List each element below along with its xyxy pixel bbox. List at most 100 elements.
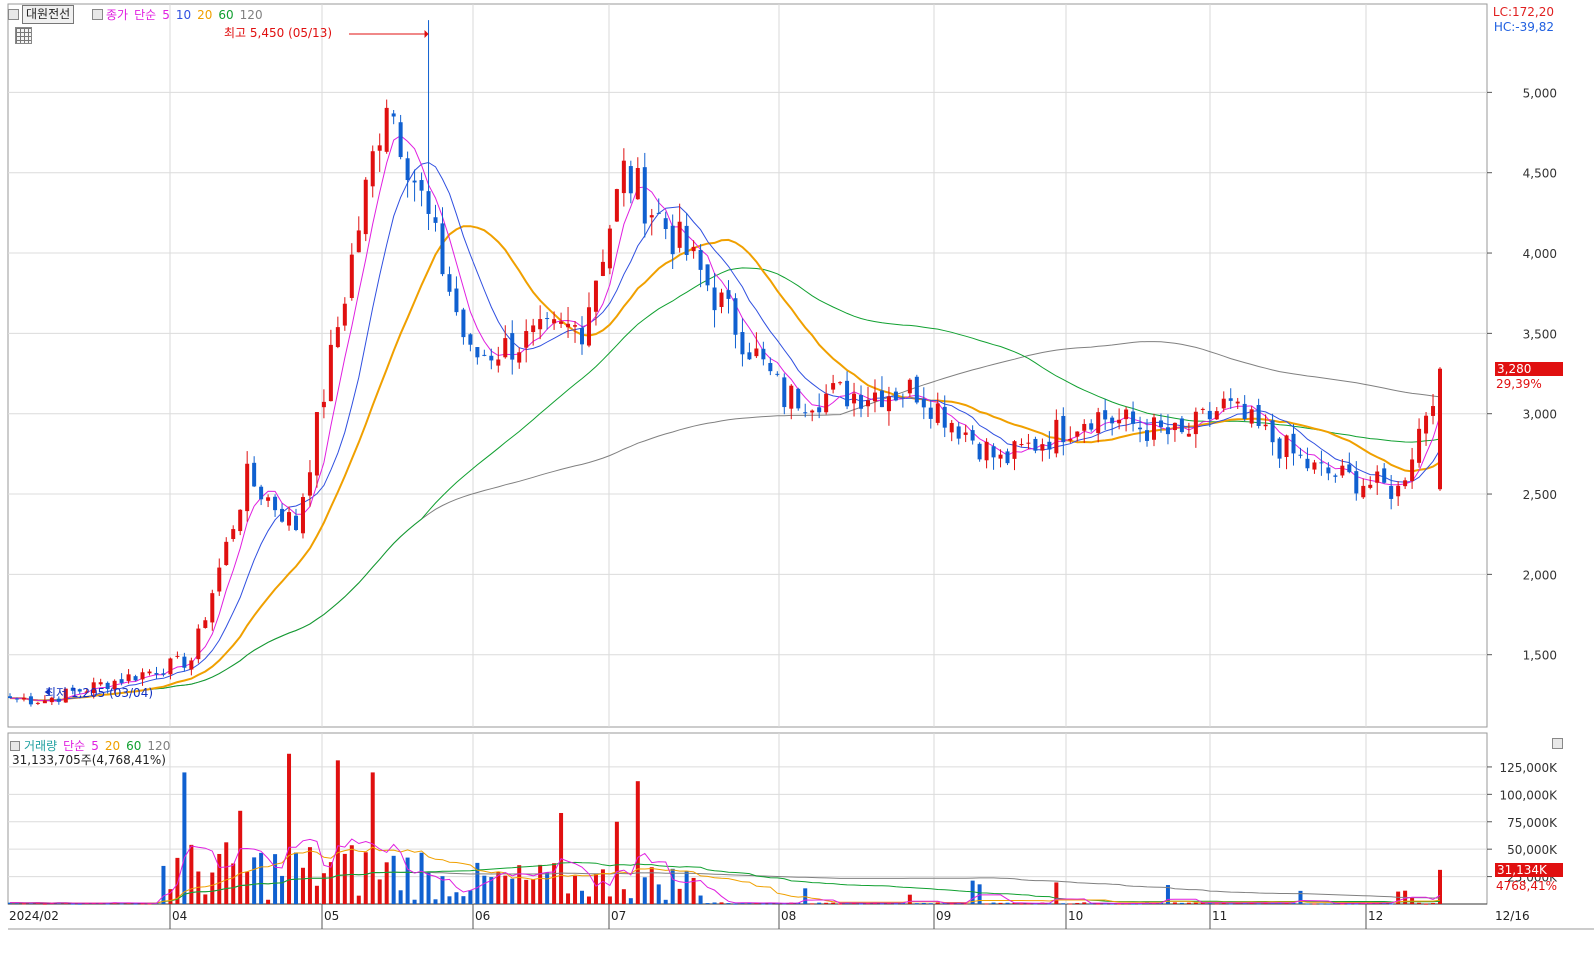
stock-name[interactable]: 대원전선 <box>22 5 75 24</box>
candle-body-48 <box>342 303 347 326</box>
volume-bar-116 <box>817 902 822 904</box>
volume-bar-125 <box>879 903 884 905</box>
candle-body-37 <box>266 497 271 501</box>
price-change-label: 29,39% <box>1496 377 1542 391</box>
volume-bar-33 <box>238 810 243 904</box>
candle-body-131 <box>921 399 926 408</box>
volume-bar-174 <box>1221 902 1226 904</box>
candle-body-154 <box>1082 423 1087 431</box>
volume-ma-5-line <box>10 838 1441 904</box>
volume-bar-55 <box>391 855 396 904</box>
volume-bar-45 <box>321 873 326 904</box>
volume-bar-1 <box>14 902 19 904</box>
volume-bar-132 <box>928 903 933 905</box>
candle-body-47 <box>335 327 340 348</box>
candle-body-109 <box>768 363 773 372</box>
volume-bar-30 <box>217 853 222 904</box>
candle-body-93 <box>656 212 661 214</box>
volume-bar-179 <box>1256 903 1261 905</box>
volume-bar-129 <box>907 894 912 904</box>
candle-body-80 <box>566 323 571 328</box>
volume-bar-38 <box>273 854 278 904</box>
volume-bar-92 <box>649 867 654 904</box>
candle-body-11 <box>84 691 89 693</box>
candle-body-169 <box>1186 433 1191 437</box>
candle-body-204 <box>1431 406 1436 416</box>
candle-body-158 <box>1110 417 1115 424</box>
volume-bar-93 <box>656 884 661 904</box>
candle-body-27 <box>196 628 201 660</box>
grid-table-icon[interactable] <box>15 27 32 44</box>
menu-icon[interactable] <box>8 9 19 20</box>
volume-bar-66 <box>468 890 473 904</box>
volume-bar-166 <box>1165 885 1170 904</box>
candle-body-187 <box>1312 462 1317 470</box>
candle-body-110 <box>775 373 780 375</box>
candle-body-59 <box>419 180 424 191</box>
candle-body-81 <box>573 325 578 327</box>
candle-body-24 <box>175 655 180 657</box>
volume-bar-103 <box>726 903 731 905</box>
candle-body-143 <box>1005 451 1010 464</box>
candle-body-202 <box>1417 428 1422 463</box>
candle-body-90 <box>635 168 640 200</box>
candle-body-137 <box>963 432 968 435</box>
candle-body-95 <box>670 225 675 255</box>
candle-body-98 <box>691 246 696 252</box>
ma-10-line <box>9 161 1441 701</box>
candle-body-104 <box>733 298 738 335</box>
volume-bar-82 <box>580 890 584 904</box>
volume-legend-item-1: 단순 <box>63 739 86 753</box>
legend-toggle-icon[interactable] <box>92 9 103 20</box>
volume-bar-23 <box>168 889 173 904</box>
current-price-label: 3,280 <box>1495 362 1563 376</box>
volume-bar-40 <box>287 753 292 904</box>
candle-body-195 <box>1368 484 1373 488</box>
volume-bar-182 <box>1277 902 1282 904</box>
volume-bar-205 <box>1438 869 1442 904</box>
candle-body-155 <box>1089 423 1094 430</box>
candle-body-145 <box>1019 444 1024 446</box>
volume-bar-58 <box>412 899 417 904</box>
candle-body-2 <box>21 697 26 700</box>
volume-bar-3 <box>28 903 33 905</box>
candle-body-190 <box>1333 475 1338 477</box>
volume-bar-19 <box>140 903 145 905</box>
price-tick-0: 5,000 <box>1523 86 1557 100</box>
volume-bar-80 <box>566 893 571 904</box>
volume-tick-1: 100,000K <box>1500 788 1559 802</box>
volume-bar-46 <box>328 862 333 904</box>
lc-value: LC:172,20 <box>1492 5 1554 19</box>
candle-body-72 <box>510 333 515 360</box>
x-label-3: 06 <box>475 909 490 923</box>
candle-body-144 <box>1012 441 1017 459</box>
volume-bar-63 <box>447 896 452 904</box>
candle-body-115 <box>810 410 815 413</box>
x-label-8: 11 <box>1212 909 1227 923</box>
volume-legend: 거래량 단순 5 20 60 120 <box>24 737 176 754</box>
candle-body-133 <box>935 403 940 423</box>
volume-bar-101 <box>712 902 717 904</box>
volume-bar-167 <box>1172 902 1177 904</box>
candle-body-151 <box>1061 415 1066 443</box>
candle-body-146 <box>1026 442 1031 444</box>
candle-body-168 <box>1179 418 1184 433</box>
volume-bar-135 <box>949 903 954 905</box>
volume-bar-180 <box>1263 902 1268 904</box>
candle-body-54 <box>384 107 389 152</box>
volume-menu-icon[interactable] <box>10 741 20 751</box>
candle-body-20 <box>147 671 152 674</box>
volume-bar-39 <box>280 875 285 904</box>
candle-body-78 <box>552 319 557 324</box>
close-panel-icon[interactable] <box>1552 738 1563 749</box>
candle-body-138 <box>970 430 975 441</box>
high-annotation: 최고 5,450 (05/13) <box>224 26 333 40</box>
candle-body-5 <box>42 700 47 704</box>
volume-bar-78 <box>552 863 557 904</box>
volume-bar-119 <box>838 903 843 905</box>
volume-bar-2 <box>21 903 26 905</box>
candle-body-203 <box>1424 415 1429 434</box>
candle-body-91 <box>642 167 647 224</box>
